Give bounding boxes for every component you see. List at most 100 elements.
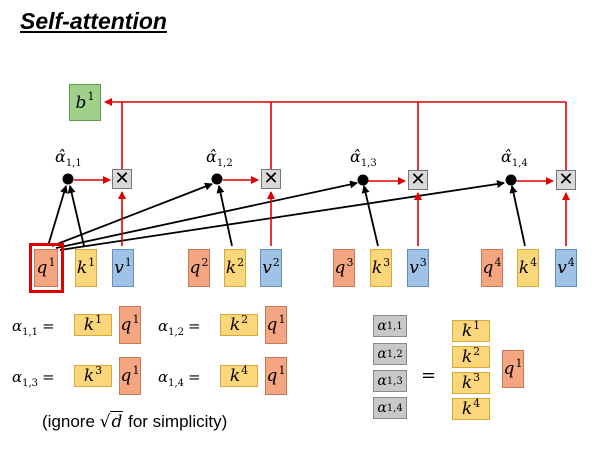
score-label-3-base: α̂	[350, 147, 361, 166]
equation-1-alpha: α	[12, 317, 23, 335]
key-k2-base: k	[225, 258, 237, 278]
score-label-2-sub: 1,2	[216, 158, 233, 170]
multiply-node-2: ✕	[261, 169, 281, 189]
multiply-node-4: ✕	[556, 170, 576, 190]
matrix-alpha-4: α 1,4	[373, 397, 407, 419]
query-q3-sup: 3	[346, 255, 354, 269]
equation-1-key-base: k	[83, 315, 95, 335]
equation-4-query-base: q	[266, 366, 278, 386]
equation-2-query-sup: 1	[278, 312, 286, 326]
equation-2-key-base: k	[229, 315, 241, 335]
query-q2-sup: 2	[201, 255, 209, 269]
score-label-3-sub: 1,3	[360, 158, 377, 170]
matrix-alpha-4-sub: 1,4	[386, 402, 403, 414]
value-v1-sup: 1	[124, 255, 132, 269]
matrix-key-4-base: k	[461, 399, 473, 419]
sqrt-symbol: √	[99, 412, 111, 432]
simplicity-note: (ignore √d for simplicity)	[42, 411, 228, 432]
matrix-key-4-sup: 4	[473, 396, 481, 410]
value-v4-base: v	[557, 258, 567, 278]
equation-3-key-base: k	[83, 366, 95, 386]
equation-3-query-sup: 1	[132, 363, 140, 377]
multiply-node-3: ✕	[408, 170, 428, 190]
matrix-alpha-2-base: α	[377, 346, 387, 362]
score-label-1: α̂1,1	[55, 147, 82, 169]
dot-product-node-2	[211, 173, 223, 185]
arrow-q1-to-dot1	[47, 185, 68, 247]
arrow-k2-to-dot2	[216, 185, 233, 247]
matrix-key-2-sup: 2	[473, 344, 481, 358]
arrow-k1-to-dot1	[67, 185, 85, 247]
equation-2-alpha: α	[158, 317, 169, 335]
query-q1-sup: 1	[48, 255, 56, 269]
equation-2-sub: 1,2	[168, 327, 185, 338]
equation-3-alpha: α	[12, 368, 23, 386]
query-q1-highlight	[29, 243, 64, 293]
matrix-alpha-3-sub: 1,3	[386, 375, 403, 387]
arrow-q1-to-dot4	[59, 180, 505, 251]
sqrt-variable: d	[110, 411, 124, 432]
equation-1-key-sup: 1	[95, 312, 103, 326]
multiply-node-1: ✕	[112, 169, 132, 189]
matrix-alpha-3: α 1,3	[373, 370, 407, 392]
equation-4-alpha: α	[158, 368, 169, 386]
query-q4-base: q	[482, 258, 494, 278]
score-label-4-sub: 1,4	[511, 158, 528, 170]
equation-2-key-sup: 2	[241, 312, 249, 326]
score-label-2: α̂1,2	[206, 147, 233, 169]
matrix-query-sup: 1	[515, 356, 523, 370]
key-k4-base: k	[518, 258, 530, 278]
query-q1-base: q	[36, 258, 48, 278]
dot-product-node-3	[357, 174, 369, 186]
equation-4-equals: =	[188, 368, 201, 386]
arrow-q1-to-dot2	[51, 182, 213, 247]
key-k1-sup: 1	[88, 255, 96, 269]
dot-product-node-1	[62, 173, 74, 185]
output-b1-sup: 1	[87, 90, 95, 103]
matrix-equals: =	[421, 365, 437, 386]
equation-3-query-base: q	[120, 366, 132, 386]
score-label-4-base: α̂	[501, 147, 512, 166]
matrix-alpha-1-sub: 1,1	[386, 320, 403, 332]
key-k3-sup: 3	[383, 255, 391, 269]
output-b1-base: b	[75, 92, 87, 113]
score-label-1-sub: 1,1	[65, 158, 82, 170]
matrix-query-base: q	[503, 359, 515, 379]
score-label-2-base: α̂	[206, 147, 217, 166]
equation-2-lhs: α1,2 =	[158, 317, 201, 338]
equation-1-equals: =	[42, 317, 55, 335]
matrix-key-3-base: k	[461, 373, 473, 393]
matrix-key-1-base: k	[461, 321, 473, 341]
note-after: for simplicity)	[123, 412, 228, 431]
note-before: (ignore	[42, 412, 100, 431]
arrow-k4-to-dot4	[509, 185, 526, 247]
arrow-k3-to-dot3	[361, 185, 379, 247]
score-label-1-base: α̂	[55, 147, 66, 166]
value-v2-base: v	[262, 258, 272, 278]
value-v3-base: v	[409, 258, 419, 278]
equation-2-query-base: q	[266, 315, 278, 335]
key-k4-sup: 4	[530, 255, 538, 269]
value-v2-sup: 2	[272, 255, 280, 269]
equation-4-sub: 1,4	[168, 378, 185, 389]
